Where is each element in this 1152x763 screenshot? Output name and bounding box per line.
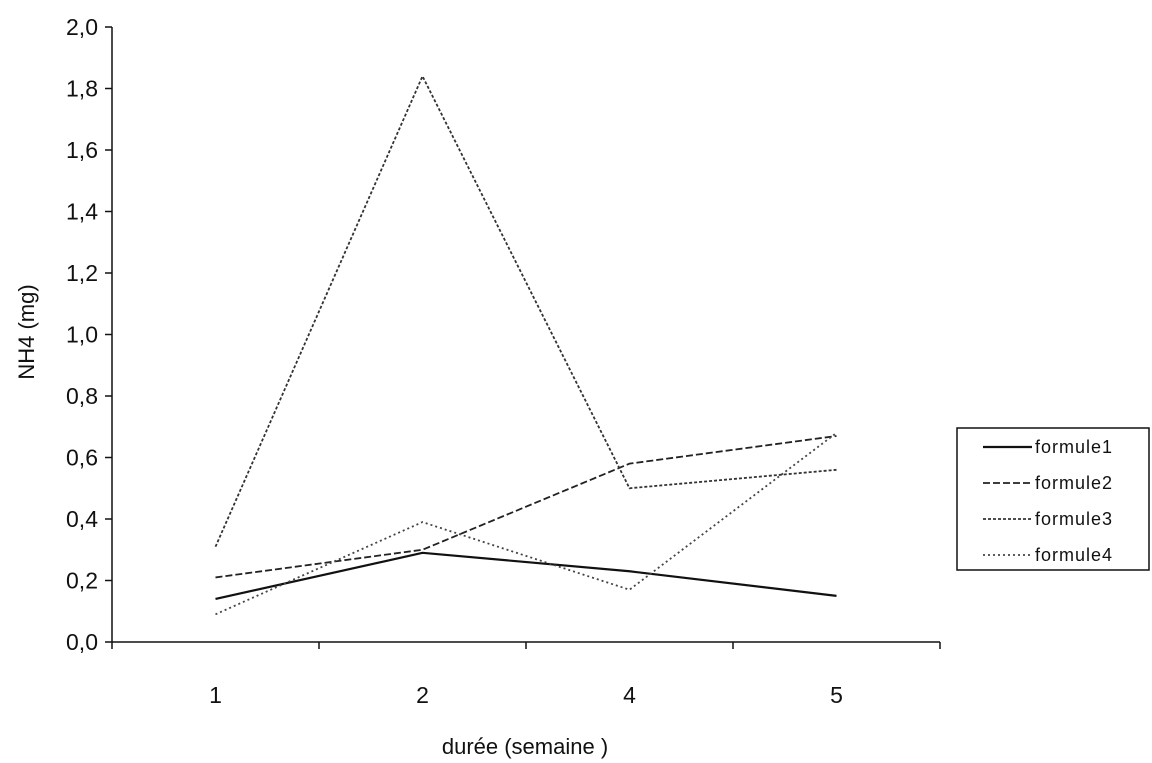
legend-label-formule4: formule4 [1035,545,1113,565]
y-tick-label: 0,4 [66,506,98,532]
x-tick-label: 1 [209,682,222,708]
legend-label-formule2: formule2 [1035,473,1113,493]
series-line-formule3 [214,74,837,548]
y-tick-label: 0,8 [66,383,98,409]
x-axis-ticks: 1 2 4 5 [111,642,941,708]
x-axis-title: durée (semaine ) [442,734,608,759]
y-tick-label: 2,0 [66,14,98,40]
series-line-formule2 [215,435,837,579]
y-axis-ticks: 0,0 0,2 0,4 0,6 0,8 1,0 1,2 1,4 1,6 1,8 2,0 [66,14,112,655]
plot-area: 0,0 0,2 0,4 0,6 0,8 1,0 1,2 1,4 1,6 1,8 2,0 1 2 4 5 [66,14,941,708]
y-axis-title: NH4 (mg) [14,284,39,379]
series-line-formule1 [215,551,837,601]
y-tick-label: 1,0 [66,322,98,348]
legend-label-formule1: formule1 [1035,437,1113,457]
x-tick-label: 4 [623,682,636,708]
x-tick-label: 5 [830,682,843,708]
legend-label-formule3: formule3 [1035,509,1113,529]
x-tick-label: 2 [416,682,429,708]
y-tick-label: 0,0 [66,629,98,655]
legend-items: formule1 formule2 formule3 formule4 [983,437,1113,565]
series-line-formule4 [215,432,838,616]
y-tick-label: 0,6 [66,445,98,471]
y-tick-label: 1,2 [66,260,98,286]
legend-box [956,427,1150,571]
y-tick-label: 1,6 [66,137,98,163]
y-tick-label: 1,8 [66,76,98,102]
y-tick-label: 1,4 [66,199,98,225]
y-tick-label: 0,2 [66,568,98,594]
legend: formule1 formule2 formule3 formule4 [956,427,1150,571]
series-lines [214,74,838,616]
